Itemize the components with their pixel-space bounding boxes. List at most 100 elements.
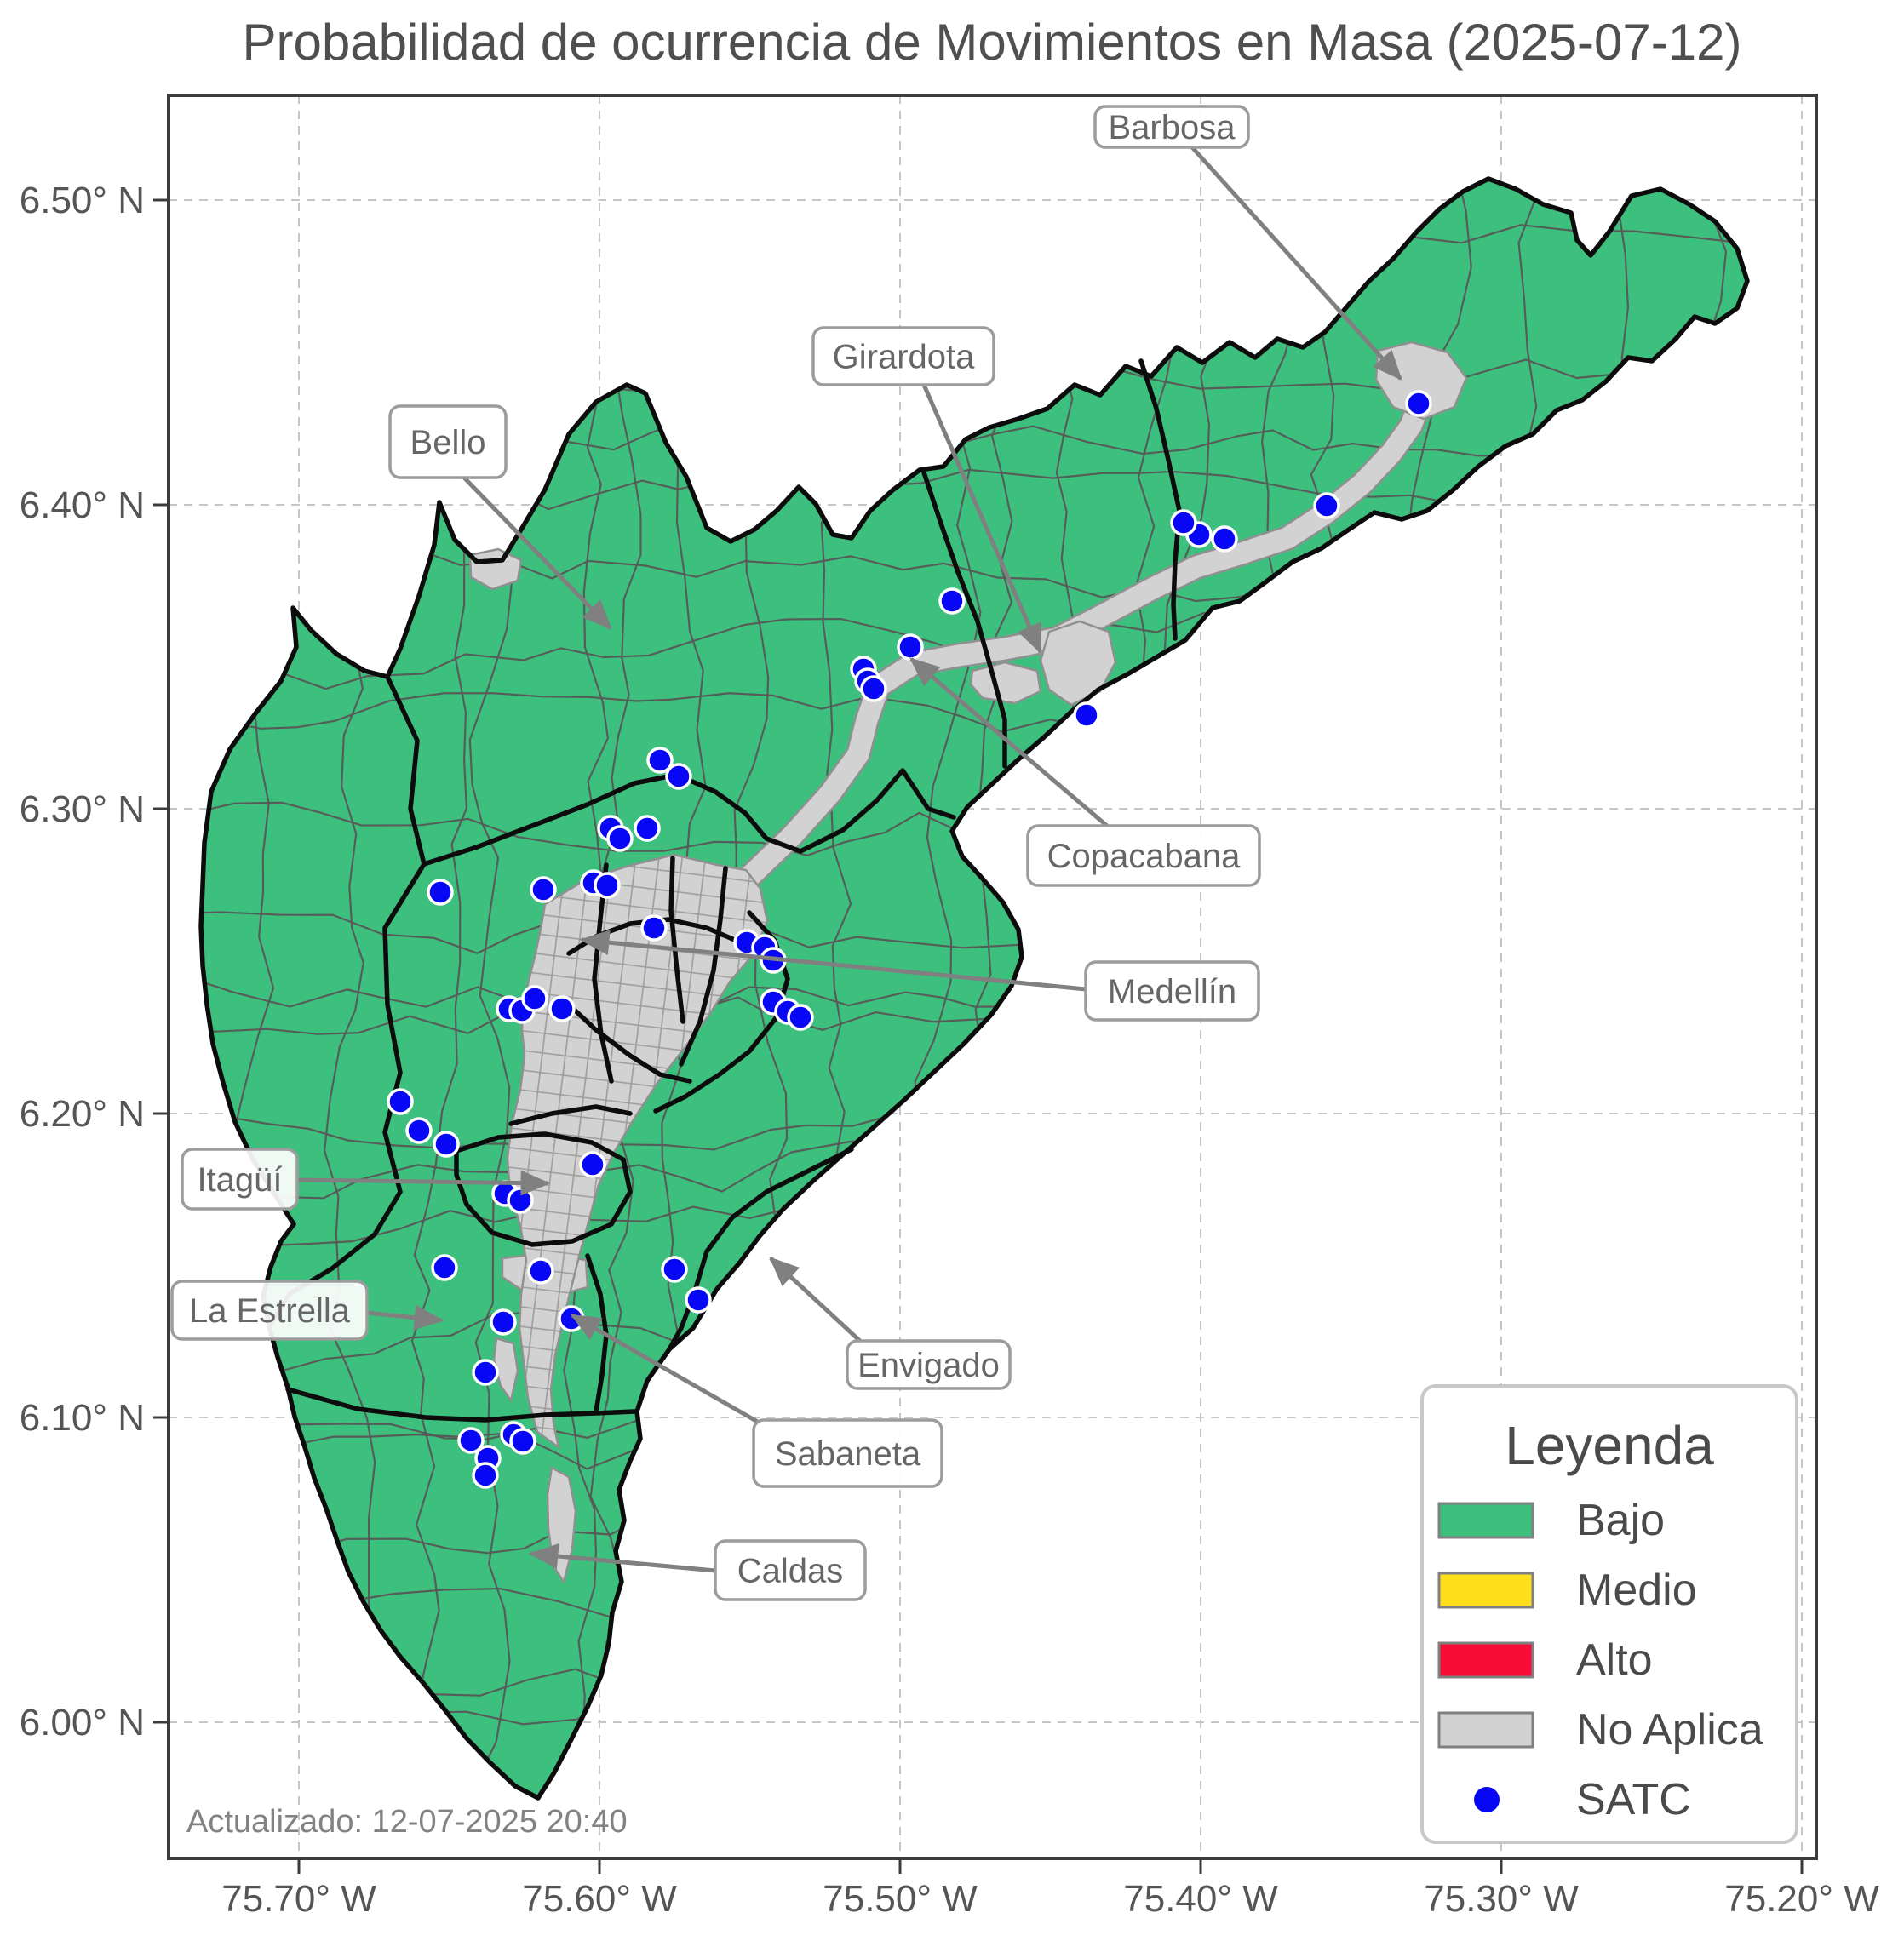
titles-layer: Probabilidad de ocurrencia de Movimiento… xyxy=(186,14,1741,1840)
vereda-border-line xyxy=(1029,179,1075,1798)
satc-point xyxy=(509,1428,536,1455)
satc-point xyxy=(490,1308,517,1336)
municipality-border-14 xyxy=(285,1387,637,1423)
satc-point xyxy=(646,747,674,774)
callout-girardota: Girardota xyxy=(811,326,1043,655)
satc-point xyxy=(1405,390,1432,417)
satc-point xyxy=(530,876,557,903)
x-tick-label-3: 75.40° W xyxy=(1123,1878,1278,1920)
callout-sabaneta-arrow xyxy=(570,1313,762,1426)
callout-copacabana: Copacabana xyxy=(909,657,1261,887)
legend-item-medio: Medio xyxy=(1437,1566,1697,1615)
callout-sabaneta-box xyxy=(752,1418,943,1488)
page-title: Probabilidad de ocurrencia de Movimiento… xyxy=(243,14,1742,71)
callouts-layer: Barbosa Girardota Bello Copacabana Medellín I… xyxy=(170,105,1402,1601)
municipality-border-8 xyxy=(566,1002,692,1084)
satc-point xyxy=(606,825,634,852)
urban-patch-5 xyxy=(492,1337,519,1404)
vereda-border-line xyxy=(175,100,1780,177)
municipality-border-11 xyxy=(454,1131,633,1247)
callout-copacabana-arrow xyxy=(909,657,1109,827)
legend-swatch-3 xyxy=(1437,1711,1534,1749)
callout-caldas-label: Caldas xyxy=(737,1553,844,1590)
legend-item-satc: SATC xyxy=(1474,1775,1691,1824)
satc-point xyxy=(472,1462,499,1489)
y-tick-label-0: 6.50° N xyxy=(20,180,145,221)
satc-point xyxy=(433,1131,460,1158)
municipality-border-6 xyxy=(668,856,685,1024)
region-low-probability xyxy=(201,179,1747,1798)
callout-medellin-label: Medellín xyxy=(1108,973,1236,1011)
satc-point xyxy=(387,1088,414,1115)
callout-caldas-box xyxy=(714,1539,867,1601)
satc-point xyxy=(938,587,966,615)
satc-points-layer xyxy=(387,390,1432,1489)
callout-bello-arrow xyxy=(462,476,612,630)
urban-patch-3 xyxy=(468,547,523,591)
satc-point xyxy=(634,815,661,842)
callout-barbosa: Barbosa xyxy=(1093,105,1402,381)
callout-copacabana-box xyxy=(1026,824,1261,887)
callout-la-estrella-label: La Estrella xyxy=(189,1292,351,1330)
satc-point xyxy=(527,1257,554,1285)
municipality-border-12 xyxy=(667,1147,854,1352)
callout-bello-label: Bello xyxy=(410,424,486,461)
satc-point xyxy=(685,1286,712,1314)
region-outer-border xyxy=(198,176,1750,1801)
satc-point xyxy=(1211,525,1238,553)
legend-swatch-0 xyxy=(1437,1502,1534,1539)
callout-medellin-arrow xyxy=(579,930,1087,992)
legend-label-4: SATC xyxy=(1576,1775,1691,1824)
callout-girardota-label: Girardota xyxy=(833,339,975,376)
callout-sabaneta-label: Sabaneta xyxy=(775,1435,921,1473)
satc-point xyxy=(1073,701,1100,729)
legend-item-alto: Alto xyxy=(1437,1635,1653,1685)
callout-caldas: Caldas xyxy=(528,1539,867,1601)
legend-item-bajo: Bajo xyxy=(1437,1496,1665,1545)
x-tick-label-0: 75.70° W xyxy=(221,1878,376,1920)
callout-envigado: Envigado xyxy=(769,1257,1012,1390)
satc-point xyxy=(405,1117,433,1144)
legend-label-0: Bajo xyxy=(1576,1496,1665,1545)
y-tick-label-3: 6.20° N xyxy=(20,1093,145,1135)
callout-la-estrella-box xyxy=(170,1280,369,1341)
legend-label-3: No Aplica xyxy=(1576,1705,1763,1755)
x-tick-label-4: 75.30° W xyxy=(1424,1878,1579,1920)
y-tick-label-5: 6.00° N xyxy=(20,1702,145,1743)
callout-envigado-box xyxy=(846,1339,1012,1390)
callout-la-estrella-arrow xyxy=(366,1304,444,1331)
satc-point xyxy=(1313,492,1340,519)
legend-swatch-2 xyxy=(1437,1641,1534,1679)
callout-bello: Bello xyxy=(388,404,612,630)
callout-itagui-arrow xyxy=(296,1170,551,1196)
callout-barbosa-label: Barbosa xyxy=(1109,109,1236,146)
callout-itagui-box xyxy=(181,1148,299,1211)
satc-point xyxy=(507,1187,534,1214)
callout-bello-box xyxy=(388,404,508,479)
legend-title: Leyenda xyxy=(1505,1415,1714,1476)
municipality-border-2 xyxy=(921,470,1007,769)
legend-label-1: Medio xyxy=(1576,1566,1697,1615)
callout-barbosa-box xyxy=(1093,105,1250,149)
satc-point xyxy=(457,1427,485,1454)
satc-point xyxy=(860,675,887,702)
satc-point xyxy=(897,633,924,661)
municipality-border-10 xyxy=(508,1104,633,1126)
urban-patch-0 xyxy=(1039,620,1117,707)
satc-point xyxy=(431,1254,458,1281)
x-tick-label-5: 75.20° W xyxy=(1724,1878,1879,1920)
y-tick-label-1: 6.40° N xyxy=(20,484,145,526)
legend-satc-dot-icon xyxy=(1474,1787,1500,1812)
satc-point xyxy=(579,1151,606,1178)
callout-itagui: Itagüí xyxy=(181,1148,551,1211)
callout-copacabana-label: Copacabana xyxy=(1047,838,1242,875)
satc-point xyxy=(594,872,621,899)
legend-label-2: Alto xyxy=(1576,1635,1653,1685)
callout-envigado-label: Envigado xyxy=(857,1347,1000,1384)
callout-barbosa-arrow xyxy=(1190,146,1402,381)
satc-point xyxy=(472,1359,499,1386)
satc-point xyxy=(427,879,454,906)
callout-sabaneta: Sabaneta xyxy=(570,1313,943,1488)
satc-point xyxy=(661,1256,688,1283)
